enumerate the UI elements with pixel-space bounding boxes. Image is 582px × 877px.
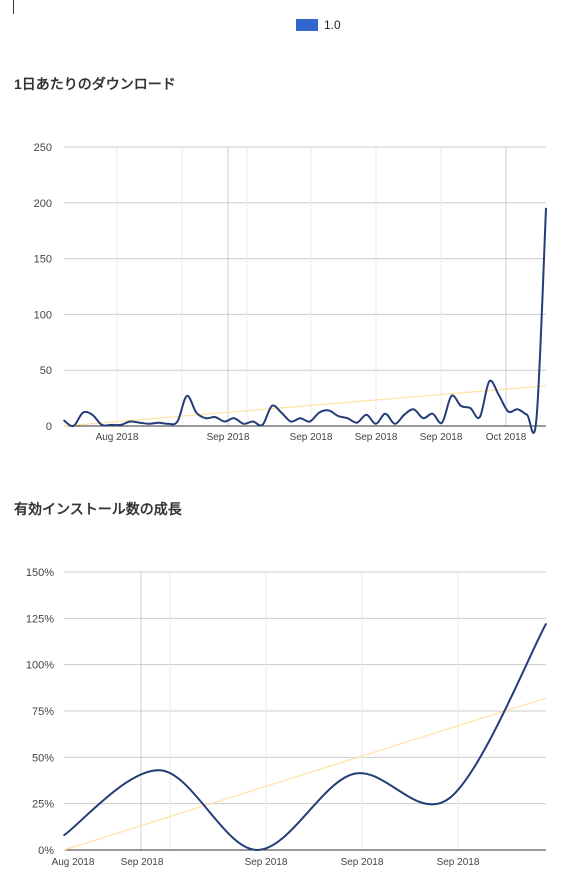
data-point — [535, 417, 538, 420]
data-point — [488, 380, 491, 383]
daily-downloads-chart: 0 50 100 150 200 250 Aug 2018 Sep 2018 Sep 2018 S… — [34, 142, 547, 443]
x-tick-label: Sep 2018 — [437, 857, 480, 868]
y-tick-label: 150% — [26, 567, 54, 579]
trend-line — [63, 385, 547, 427]
data-point — [526, 414, 528, 416]
x-tick-label: Sep 2018 — [121, 857, 164, 868]
y-tick-label: 0% — [38, 845, 54, 857]
data-point — [110, 424, 113, 426]
x-tick-label: Sep 2018 — [420, 432, 463, 443]
y-tick-label: 150 — [34, 254, 52, 266]
data-point — [412, 408, 415, 411]
chart-title-daily-downloads: 1日あたりのダウンロード — [14, 76, 176, 92]
data-point — [497, 394, 500, 396]
x-tick-label: Sep 2018 — [341, 857, 384, 868]
data-point — [352, 773, 355, 775]
data-point — [460, 405, 462, 407]
data-point — [195, 411, 198, 414]
y-tick-label: 125% — [26, 613, 54, 625]
x-tick-label: Sep 2018 — [355, 432, 398, 443]
x-tick-label: Sep 2018 — [245, 857, 288, 868]
data-point — [242, 423, 245, 425]
data-point — [545, 207, 547, 210]
series-line — [63, 623, 547, 852]
legend-swatch — [296, 19, 318, 31]
y-tick-label: 25% — [32, 799, 54, 811]
data-point — [223, 420, 226, 423]
data-point — [448, 797, 451, 799]
data-point — [82, 411, 84, 414]
x-tick-label: Aug 2018 — [96, 432, 139, 443]
data-point — [63, 834, 65, 836]
x-tick-label: Aug 2018 — [52, 857, 95, 868]
data-point — [167, 423, 169, 425]
y-tick-label: 200 — [34, 198, 52, 210]
data-point — [346, 417, 349, 420]
data-point — [261, 424, 264, 426]
data-point — [337, 415, 339, 417]
data-point — [356, 421, 358, 424]
data-point — [214, 416, 216, 418]
y-tick-label: 50 — [40, 365, 52, 377]
data-point — [394, 423, 396, 425]
data-point — [308, 420, 311, 423]
data-point — [403, 414, 406, 416]
data-point — [365, 414, 368, 416]
data-point — [327, 409, 330, 412]
y-tick-label: 0 — [46, 421, 52, 433]
y-tick-label: 100% — [26, 660, 54, 672]
install-growth-chart: 0% 25% 50% 75% 100% 125% 150% Aug 2018 Sep 2018 S… — [26, 567, 547, 868]
data-point — [101, 424, 103, 426]
data-point — [129, 420, 131, 423]
chart-title-install-growth: 有効インストール数の成長 — [14, 501, 182, 517]
series-line — [63, 208, 547, 434]
data-point — [186, 395, 188, 397]
y-tick-label: 75% — [32, 706, 54, 718]
text-cursor — [13, 0, 14, 14]
data-point — [157, 421, 160, 424]
data-point — [431, 412, 434, 415]
data-point — [148, 423, 150, 425]
data-point — [469, 407, 472, 409]
data-point — [299, 417, 302, 420]
data-point — [507, 410, 510, 413]
data-point — [479, 416, 481, 418]
data-point — [422, 417, 424, 420]
y-tick-label: 50% — [32, 752, 54, 764]
x-tick-label: Oct 2018 — [486, 432, 527, 443]
x-tick-label: Sep 2018 — [290, 432, 333, 443]
data-point — [252, 420, 254, 423]
data-point — [271, 405, 273, 407]
trend-line — [63, 697, 547, 851]
data-point — [290, 420, 292, 423]
data-point — [516, 408, 519, 411]
data-point — [318, 411, 321, 414]
x-tick-label: Sep 2018 — [207, 432, 250, 443]
data-point — [119, 424, 122, 426]
data-point — [375, 423, 377, 425]
data-point — [205, 417, 207, 420]
data-point — [233, 417, 235, 420]
data-point — [450, 395, 453, 397]
data-point — [176, 420, 179, 423]
data-point — [159, 769, 162, 772]
legend-label: 1.0 — [324, 18, 341, 32]
data-point — [545, 623, 547, 625]
y-tick-label: 250 — [34, 142, 52, 154]
data-point — [441, 421, 443, 424]
data-point — [384, 412, 387, 415]
data-point — [138, 421, 141, 424]
data-point — [280, 411, 283, 414]
data-point — [72, 425, 75, 427]
y-tick-label: 100 — [34, 309, 52, 321]
data-point — [255, 849, 258, 851]
data-point — [63, 419, 65, 422]
data-point — [91, 414, 94, 416]
legend: 1.0 — [296, 18, 341, 32]
